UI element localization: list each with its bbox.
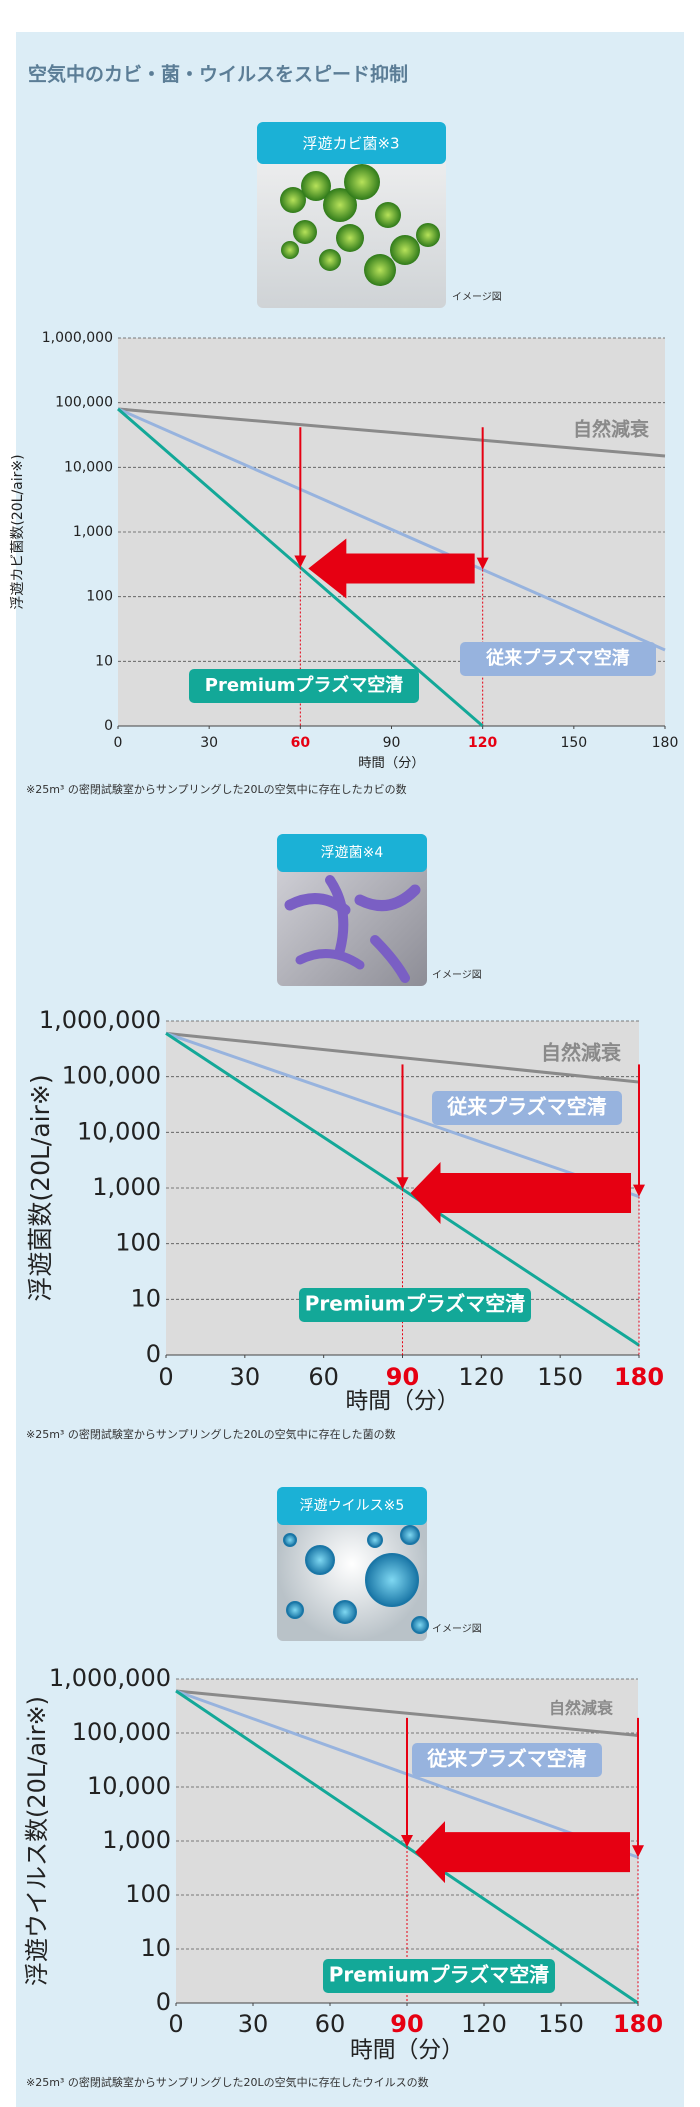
x-tick-label: 0 [158,1363,173,1391]
x-tick-label: 30 [238,2010,269,2038]
series-label: 自然減衰 [541,1041,622,1065]
y-tick-label: 0 [156,1988,171,2016]
reduction-arrow [410,1161,631,1224]
series-label: 自然減衰 [573,418,650,441]
x-axis-title: 時間（分） [350,2038,464,2064]
mold-illustration [280,164,440,286]
series-label: Premiumプラズマ空清 [329,1963,549,1987]
x-tick-label: 120 [458,1363,504,1391]
y-axis-title: 浮遊ウイルス数(20L/air※) [23,1696,51,1986]
x-tick-label: 180 [652,735,679,751]
virus-illustration [283,1525,429,1634]
series-label-box [323,1959,555,1993]
y-tick-label: 100 [125,1880,171,1908]
marker-arrowhead [632,1845,644,1858]
badge-title: 浮遊カビ菌※3 [302,135,399,153]
image-caption: イメージ図 [432,969,482,981]
series-label-box [432,1091,622,1125]
x-tick-label: 90 [386,1363,419,1391]
marker-arrowhead [633,1184,645,1197]
image-caption: イメージ図 [432,1623,482,1635]
reduction-arrow [308,538,475,599]
x-axis-title: 時間（分） [346,1389,460,1415]
x-tick-label: 0 [168,2010,183,2038]
x-axis-title: 時間（分） [358,755,424,771]
y-tick-label: 10 [140,1934,171,1962]
badge-card [257,122,446,308]
marker-arrowhead [401,1834,413,1847]
footnote: ※25m³ の密閉試験室からサンプリングした20Lの空気中に存在した菌の数 [26,1427,396,1441]
x-tick-label: 30 [200,735,218,751]
series-label: Premiumプラズマ空清 [205,674,403,696]
badge-card [277,834,427,986]
y-tick-label: 0 [104,718,113,734]
x-tick-label: 150 [537,1363,583,1391]
x-tick-label: 0 [114,735,123,751]
x-tick-label: 180 [613,2010,663,2038]
y-tick-label: 1,000 [102,1826,171,1854]
series-label: 従来プラズマ空清 [485,647,630,669]
series-label: 自然減衰 [549,1699,614,1718]
x-tick-label: 180 [614,1363,664,1391]
x-tick-label: 150 [560,735,587,751]
x-tick-label: 60 [315,2010,346,2038]
y-tick-label: 100 [86,589,113,605]
y-tick-label: 10,000 [87,1772,171,1800]
series-label: 従来プラズマ空清 [446,1095,607,1119]
badge-card [277,1487,429,1641]
badge-title: 浮遊菌※4 [321,845,384,861]
x-tick-label: 60 [308,1363,339,1391]
footnote: ※25m³ の密閉試験室からサンプリングした20Lの空気中に存在したカビの数 [26,782,407,796]
series-label: 従来プラズマ空清 [426,1747,587,1771]
marker-arrowhead [476,557,489,570]
series-label: Premiumプラズマ空清 [305,1292,525,1316]
y-tick-label: 10 [130,1284,161,1312]
y-tick-label: 10,000 [77,1117,161,1145]
series-line [117,407,666,458]
series-line [117,407,666,652]
series-label-box [299,1288,531,1322]
y-tick-label: 100 [115,1229,161,1257]
marker-arrowhead [294,555,307,568]
footnote: ※25m³ の密閉試験室からサンプリングした20Lの空気中に存在したウイルスの数 [26,2075,429,2089]
x-tick-label: 120 [461,2010,507,2038]
x-tick-label: 60 [291,735,311,751]
y-tick-label: 1,000,000 [39,1006,161,1034]
x-tick-label: 30 [230,1363,261,1391]
y-tick-label: 1,000,000 [42,330,113,346]
series-line [175,1689,639,1737]
y-tick-label: 100,000 [62,1062,161,1090]
y-tick-label: 1,000,000 [49,1664,171,1692]
y-axis-title: 浮遊カビ菌数(20L/air※) [10,454,26,609]
y-axis-title: 浮遊菌数(20L/air※) [26,1074,55,1301]
image-caption: イメージ図 [452,291,502,303]
marker-arrowhead [396,1177,409,1190]
series-label-box [189,669,419,703]
series-label-box [412,1743,602,1777]
y-tick-label: 10 [95,653,113,669]
series-line [165,1031,640,1084]
y-tick-label: 100,000 [55,395,113,411]
page-title: 空気中のカビ・菌・ウイルスをスピード抑制 [28,63,408,86]
x-tick-label: 120 [468,735,497,751]
series-label-box [460,642,656,676]
x-tick-label: 90 [383,735,401,751]
bacteria-illustration [284,875,421,983]
y-tick-label: 10,000 [64,459,113,475]
reduction-arrow [415,1821,630,1884]
x-tick-label: 150 [538,2010,584,2038]
y-tick-label: 0 [146,1340,161,1368]
badge-title: 浮遊ウイルス※5 [300,1498,405,1514]
y-tick-label: 1,000 [92,1173,161,1201]
y-tick-label: 100,000 [72,1718,171,1746]
y-tick-label: 1,000 [73,524,113,540]
x-tick-label: 90 [390,2010,423,2038]
